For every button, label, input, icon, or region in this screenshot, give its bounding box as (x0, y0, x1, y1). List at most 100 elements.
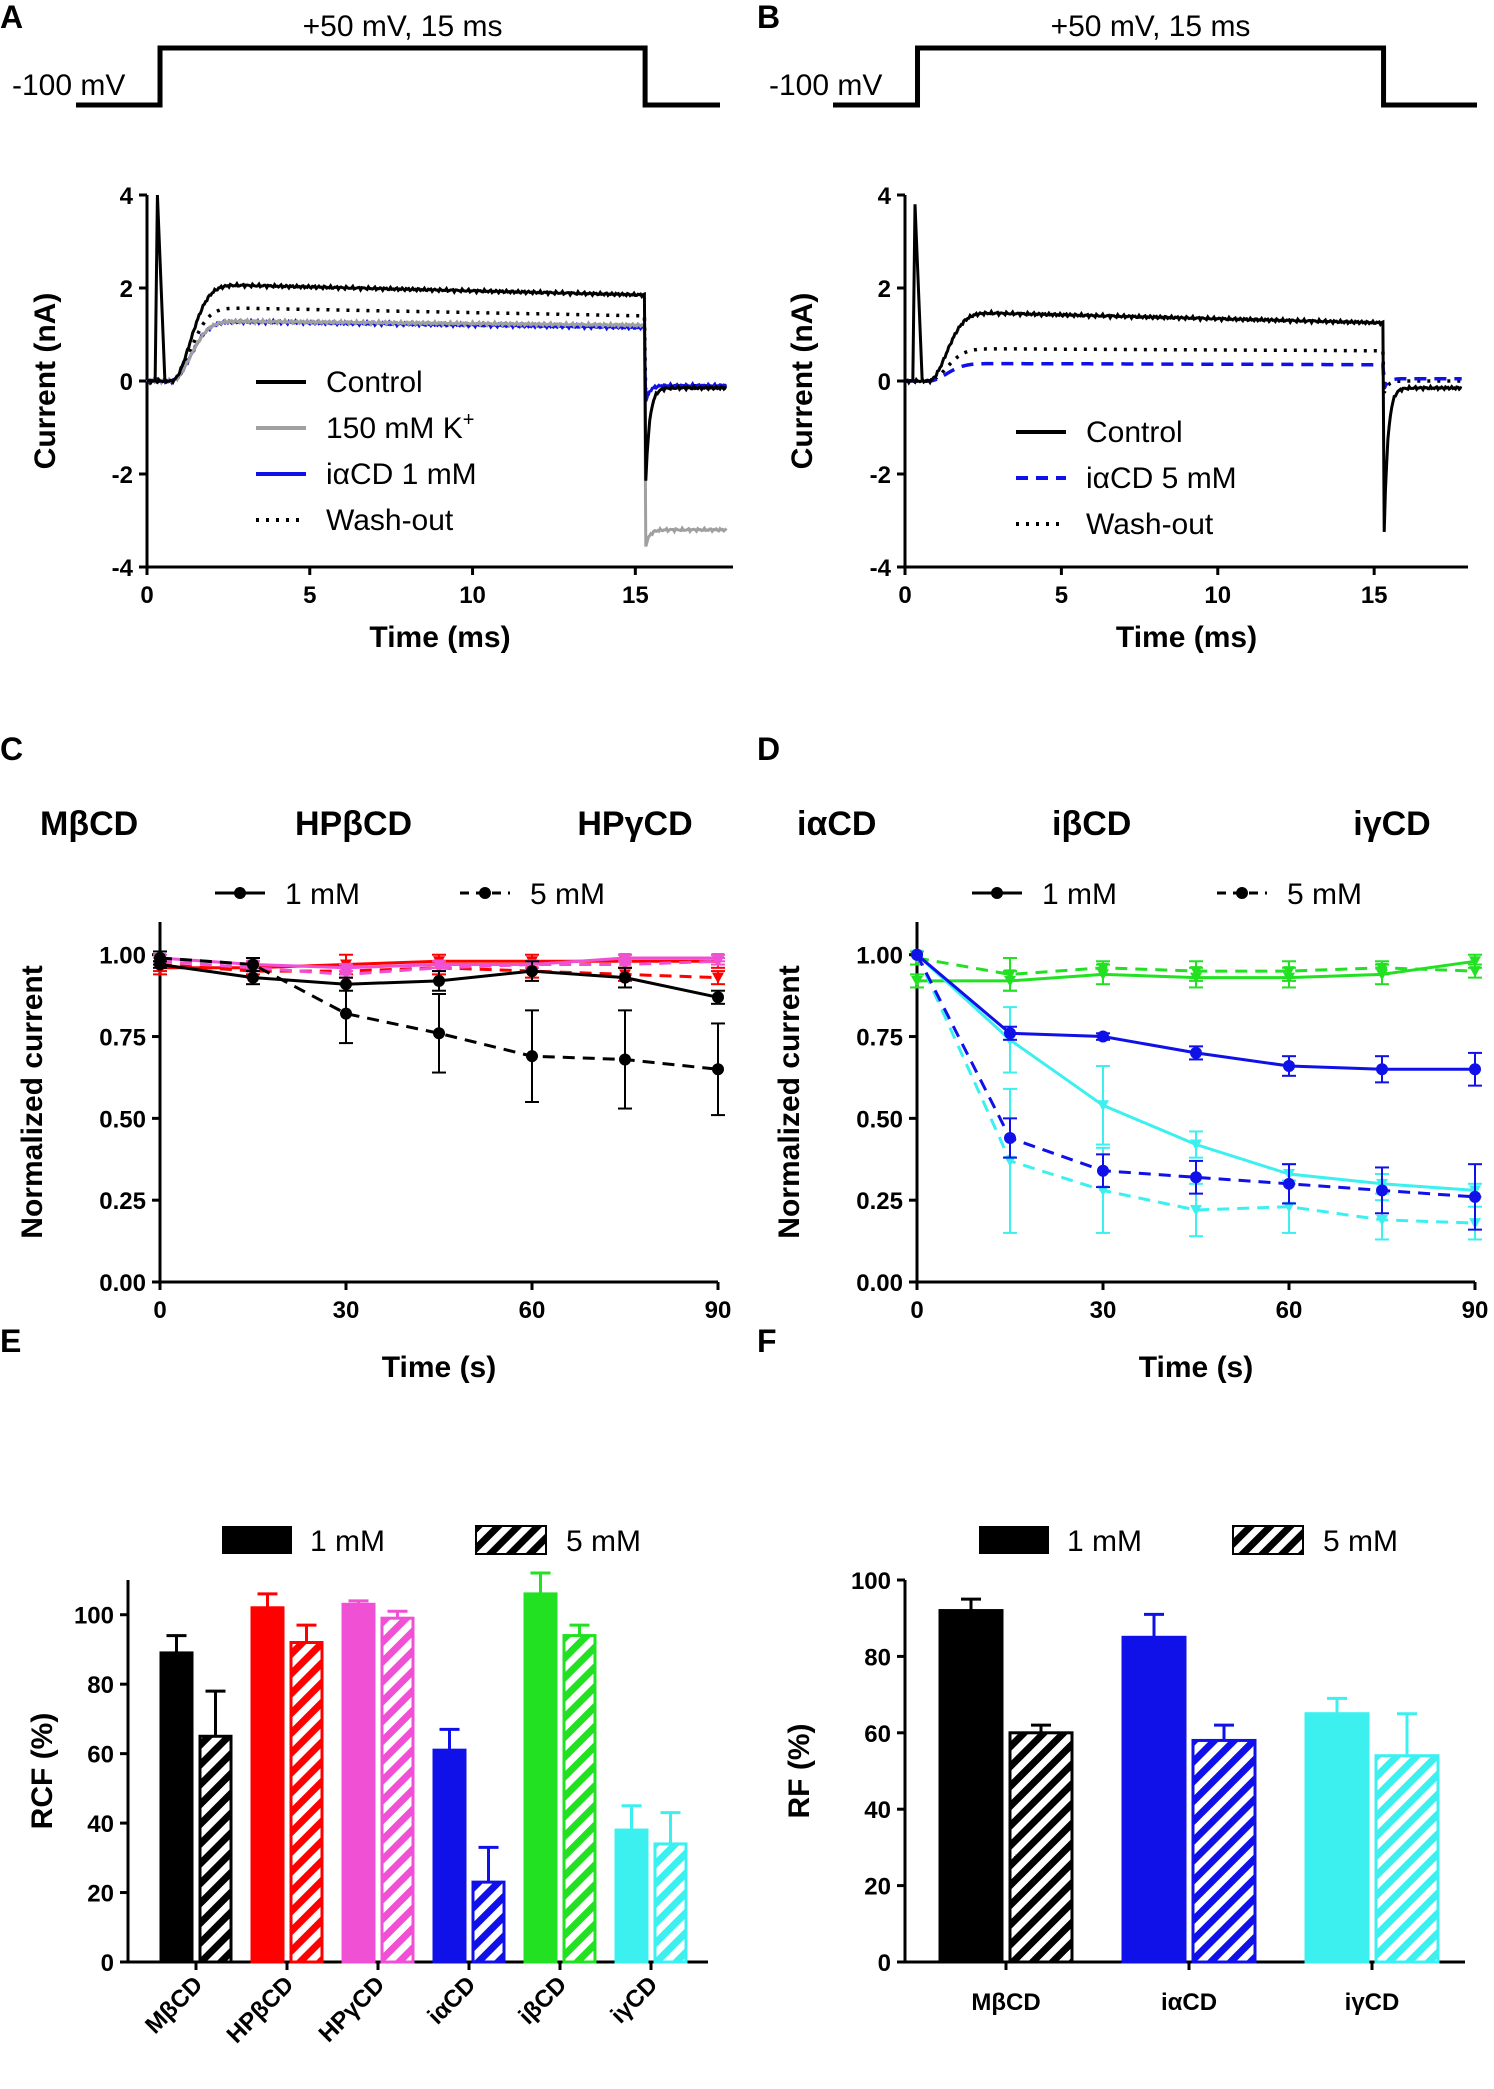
bar-1-mm (614, 1828, 649, 1964)
legend-marker-1mm (234, 887, 246, 899)
x-tick-label: 0 (910, 1297, 923, 1324)
bar-group-hp-cd: HPγCD (314, 1599, 415, 2048)
data-point (340, 1007, 352, 1020)
x-tick-label: 10 (459, 582, 486, 609)
bar-5-mm (198, 1734, 233, 1964)
panel-label-b: B (757, 0, 780, 35)
data-point (247, 958, 259, 971)
y-tick-label: 80 (864, 1644, 891, 1671)
x-axis-label: Time (s) (382, 1351, 496, 1384)
data-point (712, 972, 724, 984)
x-tick-label: 0 (153, 1297, 166, 1324)
y-axis-label: Current (nA) (29, 293, 62, 470)
bar-1-mm (523, 1592, 558, 1964)
x-tick-label: 10 (1204, 582, 1231, 609)
data-point (433, 1027, 445, 1040)
data-point (911, 975, 923, 987)
series-i-cd-5-mm (911, 948, 1482, 1231)
data-point (433, 962, 445, 974)
data-point (1097, 1100, 1109, 1112)
bar-5-mm (471, 1880, 506, 1964)
data-point (1097, 1030, 1109, 1043)
legend-swatch-5mm (475, 1525, 547, 1555)
data-point (1190, 1205, 1202, 1216)
step-potential-label: +50 mV, 15 ms (303, 10, 503, 43)
y-tick-label: 2 (120, 276, 133, 303)
bar-group-i-cd: iβCD (514, 1571, 597, 2030)
trace-control (146, 280, 728, 481)
series-i-cd-5-mm (911, 949, 1482, 1241)
x-tick-label: 0 (898, 582, 911, 609)
y-tick-label: 0 (878, 369, 891, 396)
data-point (1004, 1132, 1016, 1144)
bar-group-hp-cd: HPβCD (222, 1592, 324, 2049)
legend-swatch-1mm (222, 1526, 292, 1554)
x-tick-label-m-cd: MβCD (140, 1971, 208, 2039)
panel-b-current-trace: -100 mV +50 mV, 15 ms -4 -2 0 2 4 0 5 10 15 Time (m… (769, 10, 1477, 654)
legend-label-150-mm-k: 150 mM K+ (326, 409, 474, 445)
data-point (712, 991, 724, 1004)
title-hp-cd: HPγCD (577, 805, 692, 843)
data-point (1376, 1063, 1388, 1076)
data-point (1097, 962, 1109, 974)
holding-potential-label: -100 mV (12, 69, 125, 102)
capacitive-transient (147, 194, 167, 383)
data-point (433, 974, 445, 987)
legend-label-5mm: 5 mM (566, 1525, 641, 1558)
y-tick-label: 0.75 (856, 1025, 903, 1052)
x-axis-label: Time (s) (1139, 1351, 1253, 1384)
title-i-cd: iαCD (797, 805, 876, 843)
y-tick-label: 40 (864, 1797, 891, 1824)
x-tick-label-m-cd: MβCD (971, 1989, 1040, 2016)
y-tick-label: 0.50 (856, 1106, 903, 1133)
y-tick-label: 0.00 (856, 1270, 903, 1297)
x-tick-label: 60 (1276, 1297, 1303, 1324)
x-tick-label: 15 (1361, 582, 1388, 609)
trace-i-cd-5-mm (905, 361, 1462, 390)
y-tick-label: 0.75 (99, 1025, 146, 1052)
y-tick-label: 60 (87, 1742, 114, 1769)
bar-group-i-cd: iαCD (422, 1727, 506, 2030)
x-tick-label: 60 (519, 1297, 546, 1324)
x-tick-label-i-cd: iγCD (605, 1971, 663, 2029)
x-tick-label: 30 (1090, 1297, 1117, 1324)
y-tick-label: 1.00 (856, 943, 903, 970)
data-point (1469, 956, 1481, 968)
bar-1-mm (1121, 1635, 1187, 1964)
data-point (1283, 1201, 1295, 1213)
legend-marker-5mm (479, 887, 491, 899)
legend-label-i-cd-5-mm: iαCD 5 mM (1086, 462, 1237, 495)
title-hp-cd: HPβCD (295, 805, 412, 843)
legend-label-1mm: 1 mM (310, 1525, 385, 1558)
y-tick-label: 0.25 (856, 1188, 903, 1215)
trace-wash-out (147, 306, 727, 402)
data-point (1283, 1177, 1295, 1190)
bar-group-m-cd: MβCD (938, 1597, 1074, 2016)
y-tick-label: -2 (870, 462, 891, 489)
data-point (1004, 969, 1016, 981)
panel-label-d: D (757, 731, 780, 767)
x-tick-label: 30 (333, 1297, 360, 1324)
y-tick-label: 0 (101, 1950, 114, 1977)
y-tick-label: 0.50 (99, 1106, 146, 1133)
y-tick-label: 1.00 (99, 943, 146, 970)
y-tick-label: 0.25 (99, 1188, 146, 1215)
trace-150-mm-k (145, 317, 728, 547)
bar-5-mm (562, 1634, 597, 1964)
data-point (712, 956, 724, 968)
panel-d-time-course: iαCD iβCD iγCD 1 mM 5 mM 0.00 0.25 0.50 0.75 1.00… (773, 805, 1488, 1384)
panel-a-current-trace: -100 mV +50 mV, 15 ms -4 -2 0 2 4 0 5 10 15 Time (m… (12, 10, 733, 654)
step-potential-label: +50 mV, 15 ms (1051, 10, 1251, 43)
trace-i-cd-1-mm (146, 317, 728, 402)
title-m-cd: MβCD (40, 805, 138, 843)
x-tick-label: 15 (622, 582, 649, 609)
y-tick-label: 20 (87, 1881, 114, 1908)
y-axis-label: Normalized current (773, 965, 806, 1238)
data-point (619, 971, 631, 984)
legend-label-i-cd-1-mm: iαCD 1 mM (326, 458, 477, 491)
legend-label-control: Control (1086, 416, 1183, 449)
panel-label-c: C (0, 731, 23, 767)
data-point (1376, 1214, 1388, 1226)
y-tick-label: -2 (112, 462, 133, 489)
